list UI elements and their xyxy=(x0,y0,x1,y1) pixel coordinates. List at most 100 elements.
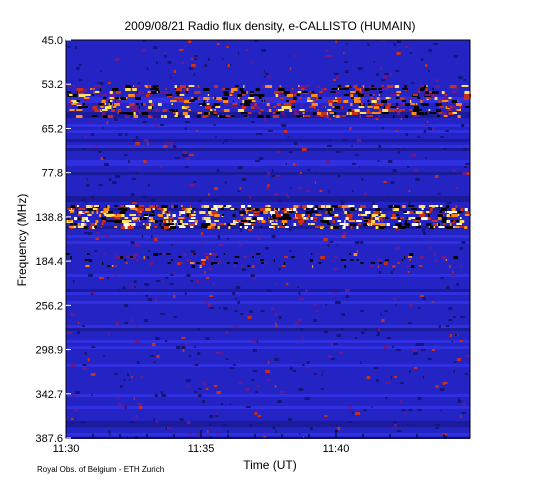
spectrogram-pixel xyxy=(194,220,198,223)
spectrogram-pixel xyxy=(393,43,396,46)
spectrogram-pixel xyxy=(440,409,442,412)
spectrogram-pixel xyxy=(336,115,341,118)
spectrogram-pixel xyxy=(185,121,190,123)
spectrogram-pixel xyxy=(130,208,136,210)
spectrogram-pixel xyxy=(443,148,447,150)
spectrogram-pixel xyxy=(342,232,347,235)
spectrogram-pixel xyxy=(86,220,90,222)
spectrogram-pixel xyxy=(302,337,304,339)
spectrogram-pixel xyxy=(377,331,380,334)
spectrogram-pixel xyxy=(288,91,293,94)
spectrogram-pixel xyxy=(170,274,174,276)
spectrogram-pixel xyxy=(404,412,406,414)
spectrogram-pixel xyxy=(156,91,158,93)
spectrogram-pixel xyxy=(166,229,172,231)
spectrogram-pixel xyxy=(214,85,218,88)
spectrogram-pixel xyxy=(464,166,468,168)
spectrogram-pixel xyxy=(125,133,128,136)
spectrogram-pixel xyxy=(339,88,344,90)
spectrogram-pixel xyxy=(265,85,272,88)
spectrogram-pixel xyxy=(78,94,85,97)
spectrogram-pixel xyxy=(128,379,130,381)
spectrogram-pixel xyxy=(397,262,400,264)
spectrogram-pixel xyxy=(114,274,118,276)
spectrogram-pixel xyxy=(132,109,139,111)
spectrogram-pixel xyxy=(275,322,277,325)
spectrogram-pixel xyxy=(354,109,360,112)
spectrogram-pixel xyxy=(190,217,196,219)
spectrogram-pixel xyxy=(290,208,292,210)
spectrogram-pixel xyxy=(324,55,329,57)
spectrogram-pixel xyxy=(398,97,405,100)
spectrogram-pixel xyxy=(201,259,206,261)
spectrogram-pixel xyxy=(310,427,314,430)
spectrogram-pixel xyxy=(390,376,392,379)
spectrogram-pixel xyxy=(163,217,170,219)
spectrogram-pixel xyxy=(330,358,335,360)
spectrogram-pixel xyxy=(149,217,152,219)
spectrogram-pixel xyxy=(459,217,462,219)
spectrogram-pixel xyxy=(154,226,158,228)
spectrogram-pixel xyxy=(87,253,90,255)
spectrogram-pixel xyxy=(164,223,166,225)
spectrogram-pixel xyxy=(178,223,182,225)
spectrogram-pixel xyxy=(454,226,461,228)
spectrogram-pixel xyxy=(232,292,236,295)
spectrogram-pixel xyxy=(451,91,458,93)
spectrogram-pixel xyxy=(83,232,89,234)
spectrogram-pixel xyxy=(233,262,238,264)
spectrogram-pixel xyxy=(77,205,79,207)
spectrogram-pixel xyxy=(305,289,308,292)
spectrogram-pixel xyxy=(306,367,309,369)
spectrogram-pixel xyxy=(462,172,467,175)
spectrogram-pixel xyxy=(329,139,332,141)
spectrogram-pixel xyxy=(297,187,302,189)
spectrogram-pixel xyxy=(410,103,415,105)
spectrogram-pixel xyxy=(396,148,400,150)
spectrogram-row xyxy=(66,367,470,370)
spectrogram-pixel xyxy=(279,268,281,270)
spectrogram-pixel xyxy=(189,154,194,156)
spectrogram-pixel xyxy=(207,259,210,261)
spectrogram-pixel xyxy=(438,226,445,228)
spectrogram-pixel xyxy=(127,226,134,229)
spectrogram-pixel xyxy=(386,382,391,384)
spectrogram-pixel xyxy=(448,97,452,99)
spectrogram-pixel xyxy=(174,157,180,159)
spectrogram-pixel xyxy=(84,226,88,229)
spectrogram-pixel xyxy=(400,226,407,228)
spectrogram-pixel xyxy=(293,94,298,96)
spectrogram-pixel xyxy=(137,208,145,211)
spectrogram-pixel xyxy=(133,397,135,400)
spectrogram-pixel xyxy=(72,94,78,97)
spectrogram-pixel xyxy=(349,85,352,88)
spectrogram-pixel xyxy=(277,151,281,153)
spectrogram-pixel xyxy=(420,256,425,259)
spectrogram-pixel xyxy=(176,88,183,91)
spectrogram-pixel xyxy=(390,106,397,108)
spectrogram-pixel xyxy=(119,109,121,111)
spectrogram-pixel xyxy=(168,214,171,216)
spectrogram-pixel xyxy=(208,106,215,108)
spectrogram-pixel xyxy=(379,106,381,108)
spectrogram-pixel xyxy=(263,211,269,214)
spectrogram-pixel xyxy=(440,388,445,391)
spectrogram-pixel xyxy=(163,208,167,211)
spectrogram-pixel xyxy=(218,100,222,102)
spectrogram-pixel xyxy=(283,223,285,225)
spectrogram-pixel xyxy=(186,421,191,424)
spectrogram-pixel xyxy=(321,373,323,376)
spectrogram-pixel xyxy=(311,211,318,213)
spectrogram-pixel xyxy=(162,109,167,112)
spectrogram-pixel xyxy=(364,88,370,91)
spectrogram-pixel xyxy=(292,163,298,166)
spectrogram-pixel xyxy=(395,223,402,226)
spectrogram-pixel xyxy=(191,64,196,67)
spectrogram-pixel xyxy=(270,220,272,223)
spectrogram-pixel xyxy=(208,112,210,115)
spectrogram-pixel xyxy=(228,226,231,229)
spectrogram-pixel xyxy=(220,208,224,210)
spectrogram-pixel xyxy=(204,64,207,67)
spectrogram-pixel xyxy=(271,235,276,238)
spectrogram-pixel xyxy=(133,112,136,115)
